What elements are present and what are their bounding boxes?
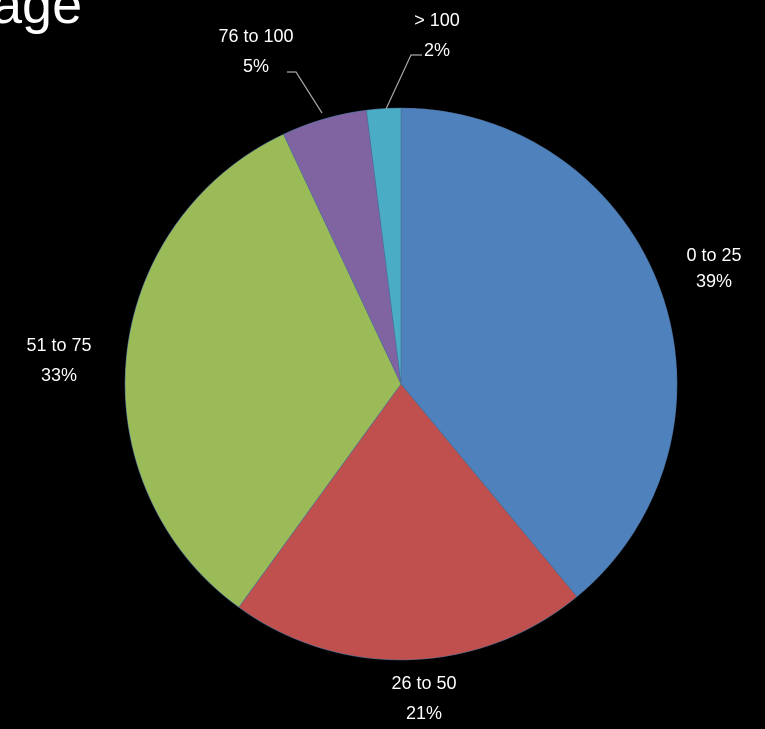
slice-percent-label: 5% (243, 56, 269, 76)
pie-slice-100 (366, 107, 402, 385)
slice-category-label: 26 to 50 (391, 673, 456, 693)
slice-category-label: > 100 (414, 10, 460, 30)
slice-label-1: 26 to 50 21% (391, 673, 456, 723)
slice-label-4: > 100 2% (414, 10, 460, 60)
leader-line-4 (385, 54, 422, 110)
slice-percent-label: 33% (41, 365, 77, 385)
slice-label-2: 51 to 75 33% (26, 335, 91, 385)
slice-category-label: 0 to 25 (686, 245, 741, 265)
slice-category-label: 51 to 75 (26, 335, 91, 355)
pie-slices (124, 107, 678, 661)
leader-lines (287, 54, 422, 114)
chart-title: age (0, 0, 83, 35)
slice-label-0: 0 to 25 39% (686, 245, 741, 291)
slice-percent-label: 39% (696, 271, 732, 291)
slice-percent-label: 21% (406, 703, 442, 723)
slice-label-3: 76 to 100 5% (218, 26, 293, 76)
pie-slice-51-to-75 (124, 133, 402, 608)
pie-slice-26-to-50 (238, 383, 578, 661)
leader-line-3 (287, 71, 323, 114)
slice-category-label: 76 to 100 (218, 26, 293, 46)
slice-labels: 0 to 25 39% 26 to 50 21% 51 to 75 33% 76 to 10… (26, 10, 741, 723)
pie-slice-0-to-25 (400, 107, 678, 598)
slice-percent-label: 2% (424, 40, 450, 60)
